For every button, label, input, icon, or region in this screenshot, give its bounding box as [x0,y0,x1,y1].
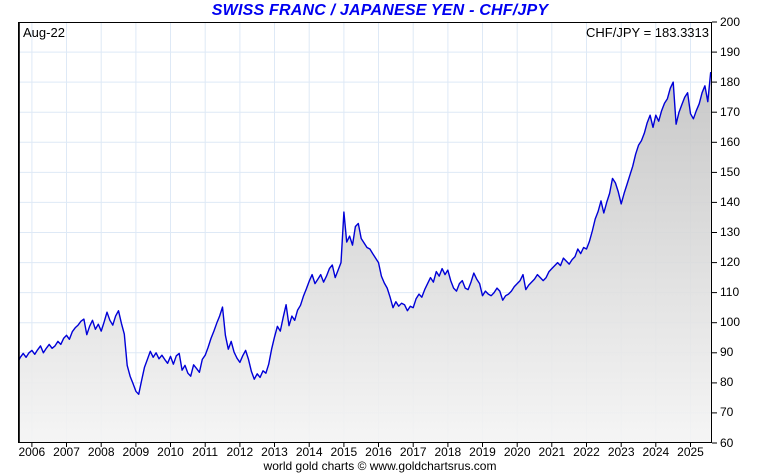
chart-title: SWISS FRANC / JAPANESE YEN - CHF/JPY [211,2,549,19]
x-axis-tick-label: 2019 [469,445,496,459]
date-label: Aug-22 [23,25,65,40]
y-axis-tick-label: 180 [720,74,741,89]
y-axis-tick-label: 130 [720,225,741,239]
x-axis-tick-label: 2017 [399,445,427,459]
y-axis-tick-label: 110 [720,285,740,300]
x-axis-tick-label: 2012 [226,445,254,459]
area-fill [18,72,711,443]
y-axis-tick-label: 120 [720,255,741,270]
y-axis-tick-label: 140 [720,194,741,209]
x-axis-tick-label: 2015 [330,445,358,459]
x-axis-tick-label: 2013 [261,445,288,459]
x-axis-tick-label: 2011 [192,445,219,459]
x-axis-tick-label: 2022 [573,445,600,459]
y-axis-tick-label: 200 [720,14,741,29]
x-axis-tick-label: 2024 [642,445,670,459]
axis-ticks [31,21,717,447]
quote-value-label: CHF/JPY = 183.3313 [586,25,709,40]
y-axis-tick-label: 90 [720,345,734,360]
x-axis-tick-label: 2018 [434,445,462,459]
x-axis-tick-label: 2014 [295,445,323,459]
x-axis-tick-label: 2021 [538,445,566,459]
y-axis-tick-label: 170 [720,104,741,119]
x-axis-tick-label: 2008 [87,445,115,459]
y-axis-tick-label: 150 [720,164,741,179]
y-axis-tick-label: 190 [720,44,741,59]
y-axis-tick-label: 70 [720,405,734,420]
x-axis-tick-label: 2006 [18,445,46,459]
x-axis-tick-label: 2016 [365,445,392,459]
y-axis-tick-label: 100 [720,315,741,330]
price-line [18,72,712,395]
x-axis-tick-label: 2025 [677,445,704,459]
y-axis-tick-label: 80 [720,375,734,390]
footer-credit: world gold charts © www.goldchartsrus.co… [263,459,497,473]
x-axis-tick-label: 2010 [157,445,184,459]
x-axis-tick-label: 2023 [607,445,635,459]
y-axis-tick-label: 160 [720,134,741,149]
x-axis-tick-label: 2020 [503,445,531,459]
y-axis-tick-label: 60 [720,435,734,450]
x-axis-tick-label: 2007 [53,445,80,459]
x-axis-tick-label: 2009 [122,445,150,459]
